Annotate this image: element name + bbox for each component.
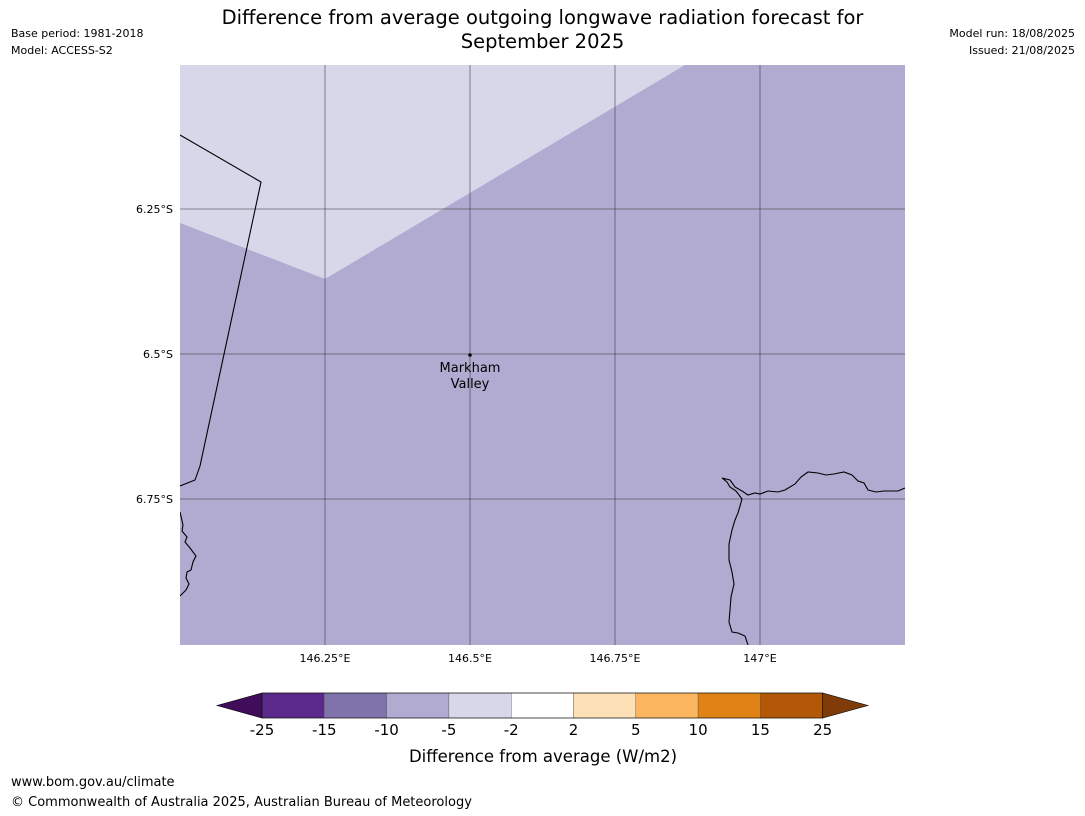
- colorbar-segment: [573, 692, 636, 719]
- coastline-east: [721, 471, 905, 645]
- footer-copyright: © Commonwealth of Australia 2025, Austra…: [11, 795, 472, 810]
- place-label-line2: Valley: [451, 377, 490, 392]
- colorbar-tick-label: -25: [250, 721, 275, 739]
- header-info-right: Model run: 18/08/2025 Issued: 21/08/2025: [949, 25, 1075, 59]
- colorbar-segment: [386, 692, 450, 719]
- colorbar-segment: [697, 692, 761, 719]
- colorbar-label: Difference from average (W/m2): [409, 747, 677, 766]
- colorbar-tick-label: 25: [813, 721, 832, 739]
- lat-label-6-5: 6.5°S: [143, 348, 173, 361]
- colorbar-outline: [261, 692, 824, 719]
- colorbar-tick-label: 10: [689, 721, 708, 739]
- colorbar-segment: [448, 692, 512, 719]
- colorbar-arrow-high: [822, 692, 870, 719]
- model-run-text: Model run: 18/08/2025: [949, 27, 1075, 40]
- colorbar-segment: [635, 692, 699, 719]
- colorbar-segment: [760, 692, 823, 719]
- colorbar-tick-label: 2: [569, 721, 579, 739]
- anomaly-region-light: [180, 65, 685, 279]
- colorbar: -25 -15 -10 -5 -2 2 5 10 15 25: [215, 692, 870, 739]
- graticule: [180, 65, 905, 645]
- map-area: [180, 65, 905, 645]
- issued-text: Issued: 21/08/2025: [968, 44, 1075, 57]
- colorbar-arrow-low: [215, 692, 263, 719]
- place-dot: [468, 353, 472, 357]
- lon-label-146-5: 146.5°E: [448, 652, 492, 665]
- place-marker-markham-valley: Markham Valley: [440, 353, 501, 392]
- lon-label-146-25: 146.25°E: [300, 652, 351, 665]
- map-title: Difference from average outgoing longwav…: [180, 6, 905, 54]
- lon-label-146-75: 146.75°E: [590, 652, 641, 665]
- coastline-west: [180, 511, 197, 597]
- lon-label-147: 147°E: [743, 652, 776, 665]
- colorbar-segment: [261, 692, 325, 719]
- header-info-left: Base period: 1981-2018 Model: ACCESS-S2: [11, 25, 143, 59]
- colorbar-segment: [324, 692, 387, 719]
- colorbar-tick-label: -15: [312, 721, 337, 739]
- lat-label-6-75: 6.75°S: [136, 493, 173, 506]
- colorbar-tick-label: -10: [374, 721, 399, 739]
- colorbar-tick-label: 15: [751, 721, 770, 739]
- colorbar-tick-label: 5: [631, 721, 641, 739]
- colorbar-segment: [511, 692, 574, 719]
- place-label-line1: Markham: [440, 361, 501, 376]
- model-text: Model: ACCESS-S2: [11, 44, 113, 57]
- colorbar-tick-label: -2: [504, 721, 519, 739]
- map-title-line1: Difference from average outgoing longwav…: [221, 6, 864, 29]
- footer-url: www.bom.gov.au/climate: [11, 775, 175, 790]
- base-period-text: Base period: 1981-2018: [11, 27, 144, 40]
- colorbar-tick-label: -5: [441, 721, 456, 739]
- lat-label-6-25: 6.25°S: [136, 203, 173, 216]
- map-title-line2: September 2025: [460, 30, 625, 53]
- province-border: [180, 134, 262, 487]
